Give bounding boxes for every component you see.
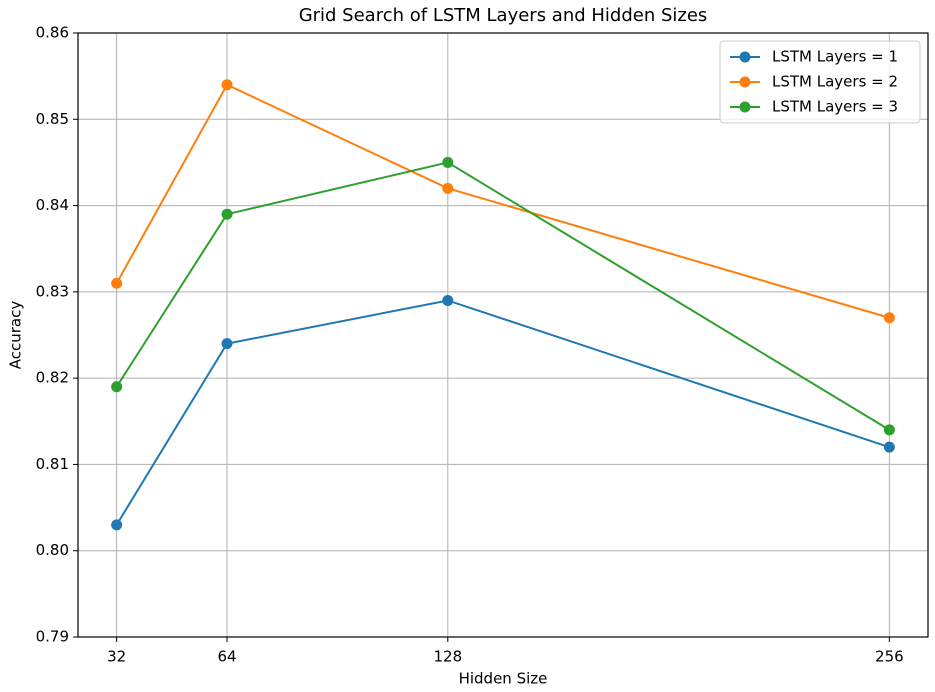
y-tick-label: 0.86: [36, 24, 69, 42]
x-axis-label: Hidden Size: [459, 670, 548, 688]
legend-label: LSTM Layers = 2: [772, 73, 898, 91]
chart-title: Grid Search of LSTM Layers and Hidden Si…: [299, 5, 708, 26]
legend-box: [719, 40, 921, 124]
x-tick-label: 128: [433, 648, 462, 666]
point: [111, 277, 123, 289]
y-axis-label: Accuracy: [7, 301, 25, 370]
point: [221, 338, 233, 350]
point: [442, 182, 454, 194]
y-tick-label: 0.85: [36, 110, 69, 128]
y-tick-label: 0.84: [36, 196, 69, 214]
point: [111, 519, 123, 531]
legend-marker: [739, 76, 751, 88]
point: [442, 294, 454, 306]
y-tick-label: 0.82: [36, 369, 69, 387]
y-tick-label: 0.81: [36, 455, 69, 473]
point: [442, 156, 454, 168]
legend-label: LSTM Layers = 3: [772, 98, 898, 116]
point: [883, 312, 895, 324]
y-tick-label: 0.79: [36, 628, 69, 646]
x-tick-label: 64: [217, 648, 236, 666]
y-tick-label: 0.83: [36, 282, 69, 300]
point: [883, 424, 895, 436]
point: [111, 381, 123, 393]
series-line: [115, 161, 890, 431]
y-tick-label: 0.80: [36, 541, 69, 559]
point: [221, 208, 233, 220]
point: [883, 441, 895, 453]
x-tick-label: 256: [875, 648, 904, 666]
point: [221, 79, 233, 91]
plot-frame: [77, 32, 929, 638]
legend-marker: [739, 51, 751, 63]
series-line: [115, 299, 890, 526]
legend-marker: [739, 101, 751, 113]
series-line: [115, 83, 890, 319]
x-tick-label: 32: [107, 648, 126, 666]
legend-label: LSTM Layers = 1: [772, 48, 898, 66]
